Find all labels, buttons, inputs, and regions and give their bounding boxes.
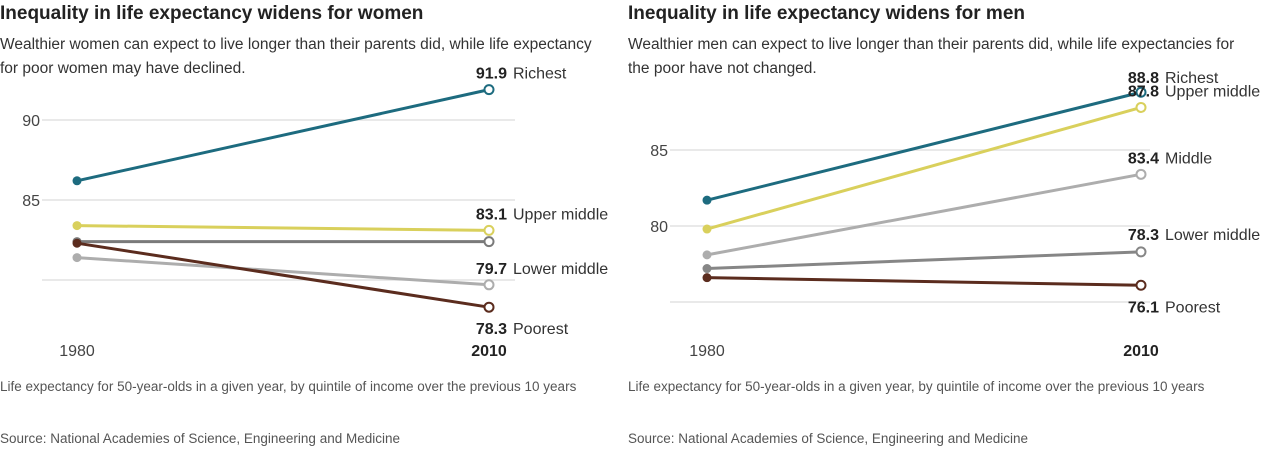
x-tick-label: 2010 [471,343,507,360]
y-tick-label: 85 [22,193,40,210]
data-label: 78.3 [476,321,507,338]
data-label: 83.1 [476,206,507,223]
data-label: 78.3 [1128,227,1159,244]
men-chart-panel: Inequality in life expectancy widens for… [628,0,1280,467]
series-line [76,224,490,232]
series-line [706,250,1142,271]
point-1980 [702,273,712,283]
series-line [706,276,1142,287]
series-name-label: Lower middle [1165,227,1260,244]
point-1980 [72,253,82,263]
point-2010 [1135,279,1147,291]
point-2010 [1135,168,1147,180]
series-name-label: Upper middle [1165,83,1260,100]
series-name-label: Poorest [1165,299,1221,316]
chart-note: Life expectancy for 50-year-olds in a gi… [0,379,577,394]
point-1980 [72,176,82,186]
series-name-label: Poorest [513,321,569,338]
series-line [76,256,490,287]
point-2010 [483,84,495,96]
chart-title: Inequality in life expectancy widens for… [628,3,1025,24]
series-name-label: Upper middle [513,206,608,223]
chart-subtitle: Wealthier women can expect to live longe… [0,36,592,77]
point-1980 [702,224,712,234]
data-label: 91.9 [476,66,507,83]
point-2010 [483,236,495,248]
data-label: 87.8 [1128,83,1159,100]
chart-source: Source: National Academies of Science, E… [628,431,1028,446]
chart-note: Life expectancy for 50-year-olds in a gi… [628,379,1205,394]
x-tick-label: 1980 [59,343,95,360]
data-label: 76.1 [1128,299,1159,316]
data-label: 88.8 [1128,70,1159,87]
y-tick-label: 80 [650,219,668,236]
series-name-label: Lower middle [513,261,608,278]
series-line [76,88,490,183]
point-2010 [483,279,495,291]
point-2010 [1135,101,1147,113]
chart-title: Inequality in life expectancy widens for… [0,3,424,24]
y-tick-label: 85 [650,143,668,160]
x-tick-label: 2010 [1123,343,1159,360]
series-name-label: Richest [1165,70,1219,87]
point-1980 [72,221,82,231]
point-2010 [1135,246,1147,258]
series-line [706,90,1142,202]
series-line [76,241,490,309]
y-tick-label: 90 [22,113,40,130]
point-2010 [1135,86,1147,98]
series-line [706,172,1142,257]
series-line [706,105,1142,231]
point-1980 [702,195,712,205]
chart-source: Source: National Academies of Science, E… [0,431,400,446]
x-tick-label: 1980 [689,343,725,360]
point-1980 [702,250,712,260]
women-chart-panel: Inequality in life expectancy widens for… [0,0,620,467]
men-plot: 85 80 1980 2010 88.8 Richest 87.8 Upper middle 8… [650,70,1260,360]
data-label: 83.4 [1128,150,1159,167]
series-name-label: Middle [1165,150,1212,167]
women-plot: 90 85 1980 2010 91.9 Richest 83.1 Upper middle 7… [22,66,608,360]
chart-subtitle: Wealthier men can expect to live longer … [628,36,1235,77]
point-2010 [483,301,495,313]
point-2010 [483,224,495,236]
data-label: 79.7 [476,261,507,278]
point-1980 [702,264,712,274]
point-1980 [72,238,82,248]
series-name-label: Richest [513,66,567,83]
